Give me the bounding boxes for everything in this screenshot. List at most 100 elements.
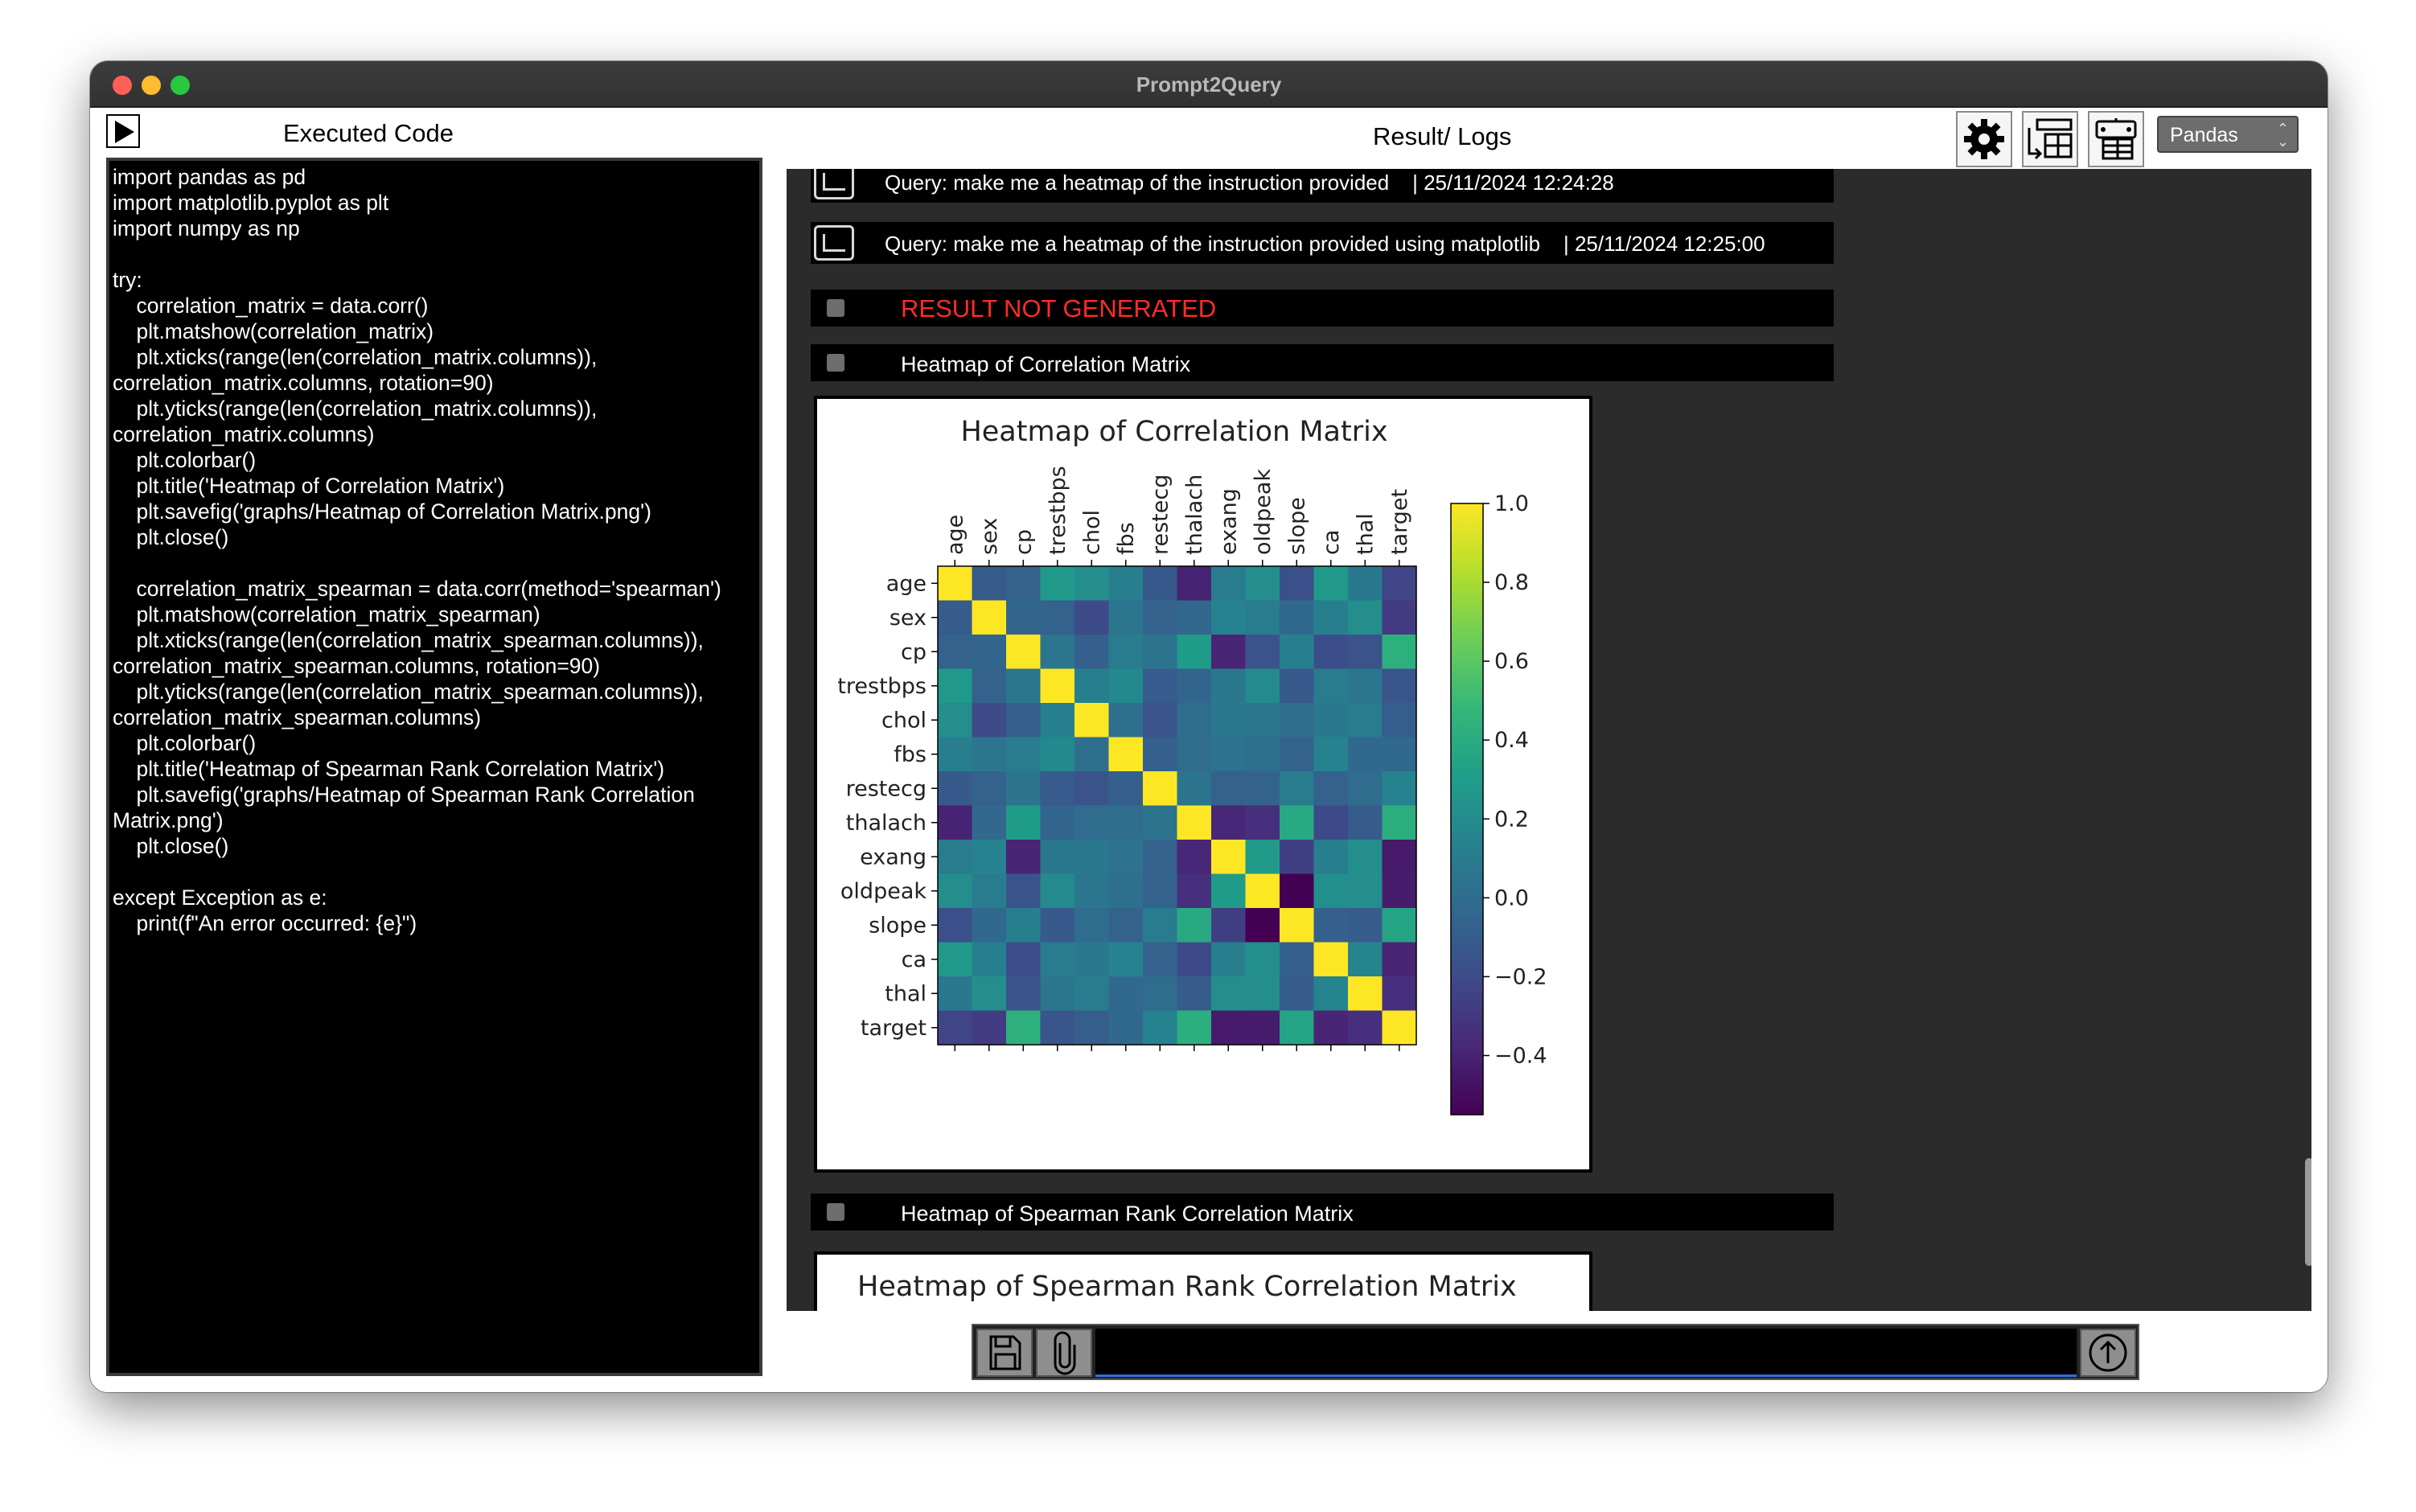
x-tick-label: age [943, 515, 968, 555]
heatmap-cell [1348, 976, 1383, 1011]
heatmap-cell [1006, 600, 1041, 635]
heatmap-cell [938, 976, 972, 1011]
heatmap-cell [1382, 737, 1417, 772]
expand-icon[interactable] [814, 225, 854, 261]
heatmap-cell [1074, 771, 1109, 806]
prompt-input[interactable] [1095, 1329, 2077, 1377]
toggle-checkbox[interactable] [827, 1203, 844, 1221]
heatmap-cell [1040, 566, 1075, 601]
heatmap-cell [1006, 771, 1041, 806]
heatmap-cell [1006, 942, 1041, 977]
result-logs-title: Result/ Logs [1373, 122, 1512, 150]
heatmap-cell [972, 908, 1007, 943]
heatmap-cell [1313, 942, 1349, 977]
status-row[interactable]: RESULT NOT GENERATED [811, 290, 1834, 327]
heatmap-cell [1040, 668, 1075, 704]
heatmap-cell [1108, 805, 1144, 840]
results-panel[interactable]: Query: make me a heatmap of the instruct… [787, 169, 2311, 1311]
heatmap-cell [1245, 771, 1280, 806]
heatmap-cell [1040, 908, 1075, 943]
heatmap-cell [1074, 805, 1109, 840]
code-line: plt.xticks(range(len(correlation_matrix.… [113, 345, 598, 369]
heatmap-cell [1382, 1010, 1417, 1046]
heatmap-cell [1108, 600, 1144, 635]
heatmap-cell [1280, 1010, 1314, 1046]
code-editor[interactable]: import pandas as pd import matplotlib.pyp… [106, 158, 762, 1376]
heatmap-cell [1143, 1010, 1177, 1046]
colorbar-tick-label: −0.4 [1494, 1043, 1547, 1068]
heatmap-cell [1108, 668, 1144, 704]
heatmap-cell [1074, 942, 1109, 977]
executed-code-title: Executed Code [283, 119, 454, 147]
close-window-button[interactable] [113, 76, 132, 95]
heatmap-cell [1074, 908, 1109, 943]
zoom-window-button[interactable] [171, 76, 190, 95]
heatmap-cell [1313, 976, 1349, 1011]
heatmap-cell [1143, 600, 1177, 635]
heatmap-cell [1280, 840, 1314, 874]
heatmap-cell [1143, 942, 1177, 977]
send-button[interactable] [2080, 1329, 2136, 1377]
heatmap-cell [1313, 566, 1349, 601]
heatmap-cell [938, 703, 972, 738]
heatmap-cell [1211, 805, 1246, 840]
heatmap-cell [1348, 908, 1383, 943]
database-icon [2095, 118, 2137, 160]
heatmap-cell [1245, 635, 1280, 669]
heatmap-cell [1074, 635, 1109, 669]
heatmap-cell [972, 703, 1007, 738]
heatmap-cell [1211, 600, 1246, 635]
x-tick-label: restecg [1148, 475, 1173, 555]
heatmap-cell [1211, 873, 1246, 909]
layout-button[interactable] [2022, 111, 2078, 167]
result-section-header[interactable]: Heatmap of Correlation Matrix [811, 344, 1834, 381]
database-button[interactable] [2088, 111, 2144, 167]
heatmap-cell [1143, 873, 1177, 909]
heatmap-cell [1245, 908, 1280, 943]
y-tick-label: exang [860, 844, 927, 869]
heatmap-cell [938, 942, 972, 977]
minimize-window-button[interactable] [142, 76, 161, 95]
y-tick-label: target [861, 1016, 927, 1041]
heatmap-cell [1143, 703, 1177, 738]
heatmap-cell [1348, 771, 1383, 806]
heatmap-cell [972, 600, 1007, 635]
x-tick-label: fbs [1114, 522, 1139, 555]
heatmap-cell [1177, 908, 1212, 943]
colorbar-tick-label: 0.2 [1494, 807, 1529, 832]
y-tick-label: slope [869, 913, 927, 938]
run-code-button[interactable] [106, 114, 140, 148]
engine-select[interactable]: Pandas ⌃ ⌄ [2157, 116, 2299, 153]
layout-icon [2028, 118, 2073, 160]
heatmap-cell [1040, 805, 1075, 840]
colorbar-tick-label: 0.4 [1494, 728, 1529, 753]
heatmap-cell [1177, 737, 1212, 772]
scrollbar-thumb[interactable] [2305, 1158, 2311, 1266]
heatmap-cell [1382, 805, 1417, 840]
query-row[interactable]: Query: make me a heatmap of the instruct… [811, 222, 1834, 264]
toggle-checkbox[interactable] [827, 354, 844, 372]
heatmap-cell [1348, 635, 1383, 669]
code-line: correlation_matrix.columns) [113, 422, 375, 446]
toggle-checkbox[interactable] [827, 299, 844, 317]
save-button[interactable] [976, 1329, 1033, 1377]
x-tick-label: slope [1284, 497, 1309, 555]
x-tick-label: exang [1216, 488, 1241, 555]
query-row[interactable]: Query: make me a heatmap of the instruct… [811, 169, 1834, 203]
x-tick-label: chol [1079, 510, 1104, 555]
heatmap-cell [972, 566, 1007, 601]
heatmap-cell [938, 908, 972, 943]
result-section-header[interactable]: Heatmap of Spearman Rank Correlation Mat… [811, 1194, 1834, 1231]
code-line: correlation_matrix.columns, rotation=90) [113, 371, 494, 395]
heatmap-cell [938, 1010, 972, 1046]
attach-button[interactable] [1036, 1329, 1092, 1377]
heatmap-cell [1074, 1010, 1109, 1046]
code-line: plt.matshow(correlation_matrix) [113, 319, 434, 343]
query-text: Query: make me a heatmap of the instruct… [885, 171, 1614, 195]
code-line: import pandas as pd [113, 165, 306, 189]
heatmap-cell [1143, 908, 1177, 943]
heatmap-cell [1177, 771, 1212, 806]
expand-icon[interactable] [814, 169, 854, 199]
engine-select-value: Pandas [2170, 124, 2238, 146]
settings-button[interactable] [1956, 111, 2012, 167]
